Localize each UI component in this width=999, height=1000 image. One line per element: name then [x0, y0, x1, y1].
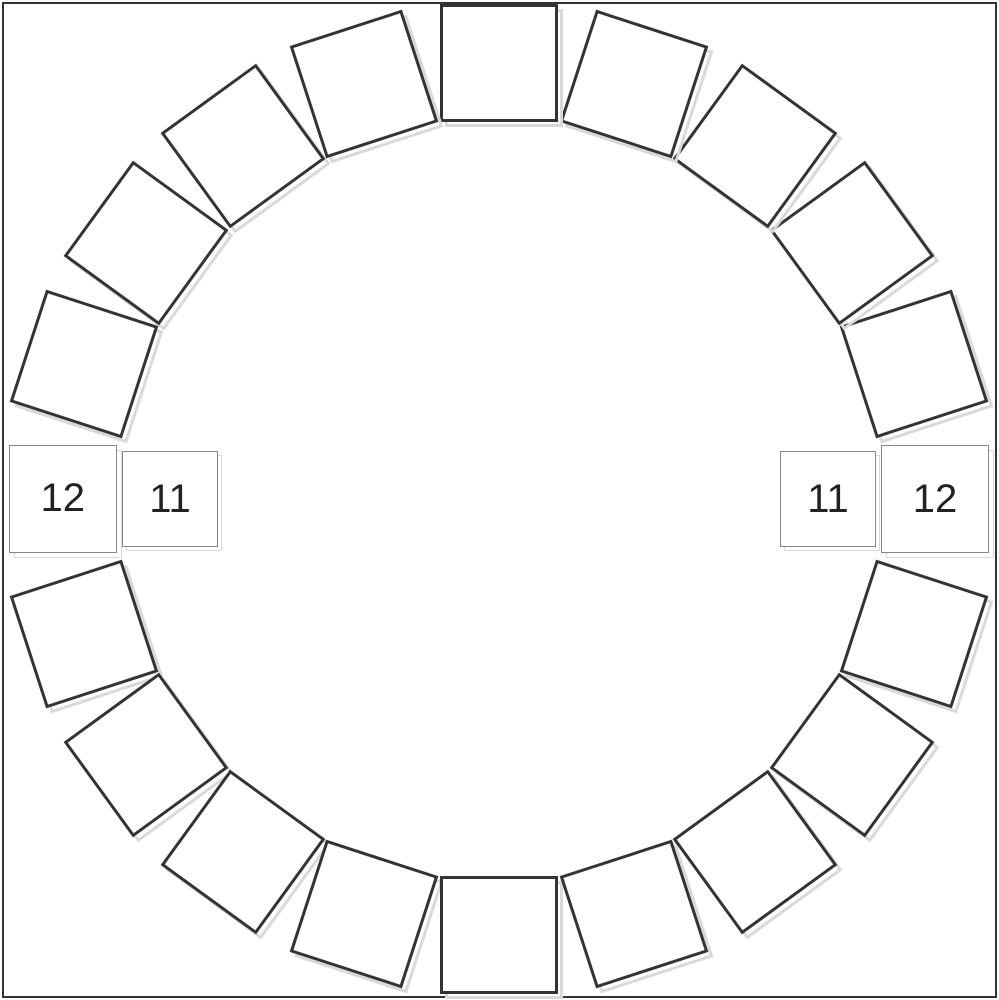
box-label: 11 [807, 477, 849, 522]
ring-box [440, 4, 558, 122]
labeled-box: 12 [9, 445, 117, 553]
box-label: 11 [149, 477, 191, 522]
box-label: 12 [41, 477, 86, 522]
labeled-box: 11 [780, 451, 876, 547]
ring-box [440, 876, 558, 994]
box-label: 12 [913, 477, 958, 522]
labeled-box: 11 [122, 451, 218, 547]
labeled-box: 12 [881, 445, 989, 553]
